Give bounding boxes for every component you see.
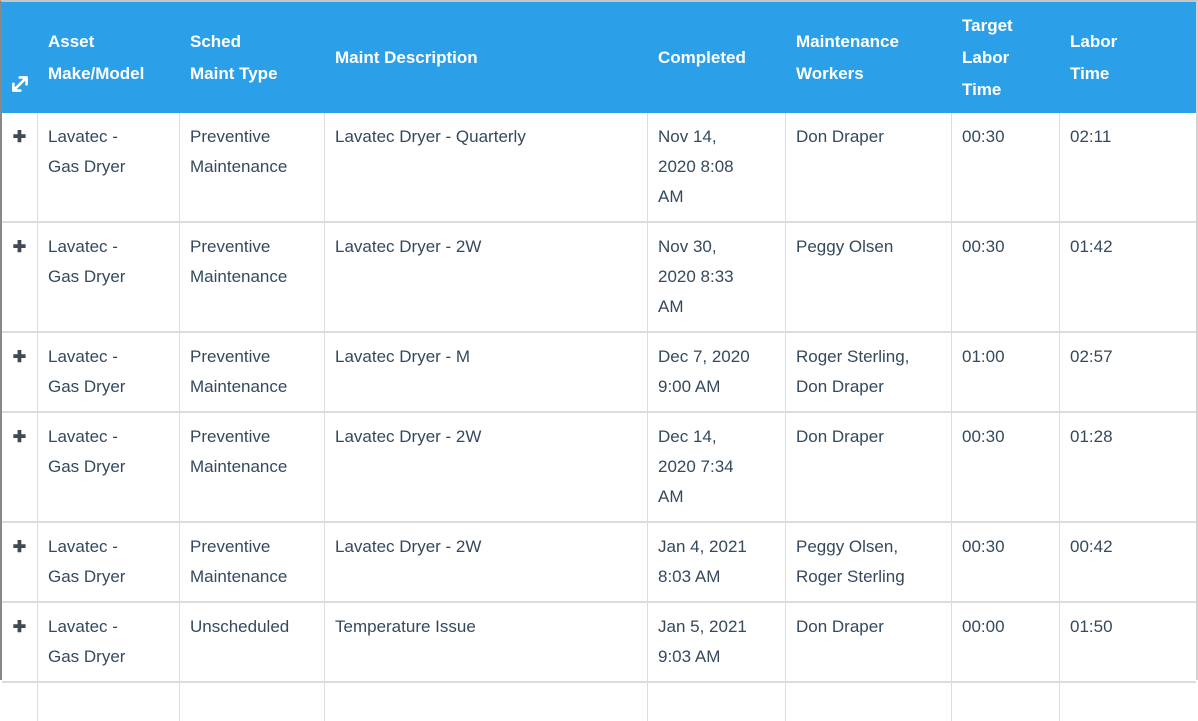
maintenance-workers-cell: Peggy Olsen, Roger Sterling — [786, 521, 952, 601]
plus-icon: ✚ — [12, 619, 27, 636]
maint-description-cell: Temperature Issue — [325, 601, 648, 681]
expand-table-corner-cell[interactable] — [2, 2, 38, 113]
plus-icon: ✚ — [12, 129, 27, 146]
sched-maint-type-cell: Unscheduled — [180, 601, 325, 681]
column-header-sched-maint-type[interactable]: Sched Maint Type — [180, 2, 325, 113]
target-labor-time-cell: 00:30 — [952, 411, 1060, 521]
labor-time-cell: 01:42 — [1060, 221, 1196, 331]
partial-cell — [2, 681, 38, 721]
sched-maint-type-cell: Preventive Maintenance — [180, 521, 325, 601]
completed-cell: Dec 14, 2020 7:34 AM — [648, 411, 786, 521]
completed-cell: Jan 4, 2021 8:03 AM — [648, 521, 786, 601]
labor-time-cell: 02:11 — [1070, 127, 1112, 146]
sched-maint-type-cell: Preventive Maintenance — [180, 221, 325, 331]
partial-cell — [38, 681, 180, 721]
column-header-target-labor-time[interactable]: Target Labor Time — [952, 2, 1060, 113]
partial-cell — [1060, 681, 1196, 721]
partial-cell — [325, 681, 648, 721]
plus-icon: ✚ — [12, 239, 27, 256]
asset-make-model-cell: Lavatec - Gas Dryer — [38, 221, 180, 331]
asset-make-model-cell: Lavatec - Gas Dryer — [38, 113, 180, 221]
expand-row-button[interactable]: ✚ — [2, 411, 38, 521]
labor-time-cell: 01:28 — [1060, 411, 1196, 521]
asset-make-model-cell: Lavatec - Gas Dryer — [38, 601, 180, 681]
target-labor-time-cell: 00:30 — [952, 521, 1060, 601]
partial-cell — [180, 681, 325, 721]
maint-description-cell: Lavatec Dryer - 2W — [325, 221, 648, 331]
maintenance-workers-cell: Peggy Olsen — [786, 221, 952, 331]
table-row: ✚ Lavatec - Gas Dryer Preventive Maintenan… — [2, 521, 1196, 601]
target-labor-time-cell: 00:30 — [952, 113, 1060, 221]
maintenance-workers-cell: Don Draper — [786, 113, 952, 221]
header-row: Asset Make/Model Sched Maint Type Maint De… — [2, 2, 1196, 113]
expand-row-button[interactable]: ✚ — [2, 113, 38, 221]
asset-make-model-cell: Lavatec - Gas Dryer — [38, 411, 180, 521]
expand-arrows-icon[interactable] — [8, 40, 32, 92]
asset-make-model-cell: Lavatec - Gas Dryer — [38, 521, 180, 601]
sched-maint-type-cell: Preventive Maintenance — [180, 113, 325, 221]
table-row: ✚ Lavatec - Gas Dryer Preventive Maintenan… — [2, 113, 1196, 221]
labor-time-cell: 00:42 — [1060, 521, 1196, 601]
target-labor-time-cell: 00:30 — [952, 221, 1060, 331]
column-header-maintenance-workers[interactable]: Maintenance Workers — [786, 2, 952, 113]
target-labor-time-cell: 01:00 — [952, 331, 1060, 411]
column-header-asset-make-model[interactable]: Asset Make/Model — [38, 2, 180, 113]
completed-cell: Nov 30, 2020 8:33 AM — [648, 221, 786, 331]
column-header-maint-description[interactable]: Maint Description — [325, 2, 648, 113]
completed-cell: Nov 14, 2020 8:08 AM — [648, 113, 786, 221]
table-row: ✚ Lavatec - Gas Dryer Preventive Maintenan… — [2, 411, 1196, 521]
sched-maint-type-cell: Preventive Maintenance — [180, 411, 325, 521]
maint-description-cell: Lavatec Dryer - Quarterly — [325, 113, 648, 221]
partial-cell — [786, 681, 952, 721]
column-header-completed[interactable]: Completed — [648, 2, 786, 113]
partial-cell — [648, 681, 786, 721]
partial-cell — [952, 681, 1060, 721]
maint-description-cell: Lavatec Dryer - 2W — [325, 521, 648, 601]
plus-icon: ✚ — [12, 429, 27, 446]
table-row: ✚ Lavatec - Gas Dryer Preventive Maintenan… — [2, 221, 1196, 331]
table-row: ✚ Lavatec - Gas Dryer Preventive Maintenan… — [2, 331, 1196, 411]
labor-time-cell: 01:50 — [1060, 601, 1196, 681]
table-row: ✚ Lavatec - Gas Dryer Unscheduled Temperatu… — [2, 601, 1196, 681]
maint-description-cell: Lavatec Dryer - 2W — [325, 411, 648, 521]
sched-maint-type-cell: Preventive Maintenance — [180, 331, 325, 411]
expand-row-button[interactable]: ✚ — [2, 221, 38, 331]
maint-description-cell: Lavatec Dryer - M — [325, 331, 648, 411]
labor-time-cell: 02:57 — [1060, 331, 1196, 411]
target-labor-time-cell: 00:00 — [952, 601, 1060, 681]
maintenance-workers-cell: Don Draper — [786, 601, 952, 681]
expand-row-button[interactable]: ✚ — [2, 601, 38, 681]
maintenance-workers-cell: Roger Sterling, Don Draper — [786, 331, 952, 411]
plus-icon: ✚ — [12, 539, 27, 556]
expand-row-button[interactable]: ✚ — [2, 331, 38, 411]
partial-row — [2, 681, 1196, 721]
column-header-labor-time[interactable]: Labor Time — [1060, 2, 1196, 113]
expand-row-button[interactable]: ✚ — [2, 521, 38, 601]
asset-make-model-cell: Lavatec - Gas Dryer — [38, 331, 180, 411]
plus-icon: ✚ — [12, 349, 27, 366]
completed-cell: Dec 7, 2020 9:00 AM — [648, 331, 786, 411]
maintenance-workers-cell: Don Draper — [786, 411, 952, 521]
completed-cell: Jan 5, 2021 9:03 AM — [648, 601, 786, 681]
